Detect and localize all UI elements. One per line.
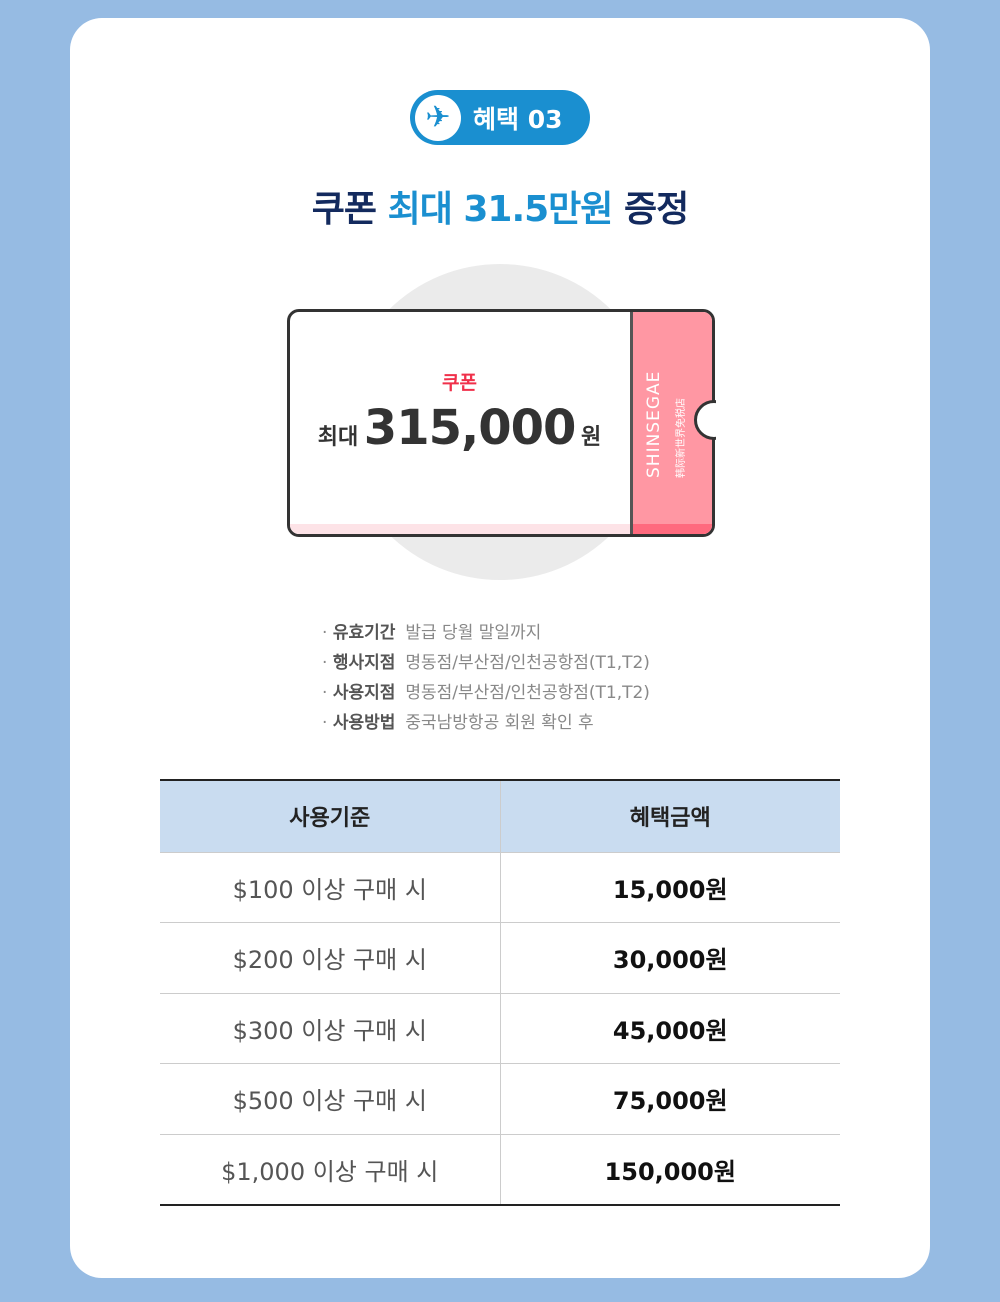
info-key: 유효기간	[332, 623, 396, 643]
stub-band	[633, 524, 712, 534]
row-criteria: $100 이상 구매 시	[160, 851, 501, 923]
info-value: 중국남방항공 회원 확인 후	[405, 713, 594, 733]
brand-logo: SHINSEGAE	[644, 370, 664, 478]
info-key: 행사지점	[332, 653, 396, 673]
info-key: 사용지점	[332, 683, 396, 703]
row-criteria: $200 이상 구매 시	[160, 922, 501, 993]
header-amount: 혜택금액	[500, 780, 840, 852]
info-value: 발급 당월 말일까지	[405, 623, 542, 643]
table-header: 사용기준 혜택금액	[160, 780, 840, 852]
coupon-amount: 최대 315,000 원	[287, 400, 632, 456]
page-title: 쿠폰 최대 31.5만원 증정	[0, 180, 1000, 232]
table-row: $100 이상 구매 시 15,000원	[160, 851, 840, 923]
title-highlight: 최대 31.5만원	[387, 189, 614, 230]
coupon-ticket	[287, 309, 715, 537]
badge-label: 혜택 03	[473, 104, 563, 134]
info-value: 명동점/부산점/인천공항점(T1,T2)	[405, 683, 650, 703]
header-criteria: 사용기준	[160, 780, 501, 852]
coupon-info-list: · 유효기간 발급 당월 말일까지 · 행사지점 명동점/부산점/인천공항점(T1,…	[322, 618, 650, 738]
row-criteria: $300 이상 구매 시	[160, 992, 501, 1064]
brand-subtitle: 韩际新世界免税店	[676, 398, 687, 478]
row-amount: 30,000원	[500, 922, 840, 993]
table-row: $300 이상 구매 시 45,000원	[160, 992, 840, 1064]
info-item: · 유효기간 발급 당월 말일까지	[322, 623, 542, 643]
table-row: $200 이상 구매 시 30,000원	[160, 922, 840, 993]
row-amount: 150,000원	[500, 1133, 840, 1205]
row-criteria: $500 이상 구매 시	[160, 1063, 501, 1134]
amount-prefix: 최대	[317, 425, 359, 450]
info-item: · 사용방법 중국남방항공 회원 확인 후	[322, 713, 594, 733]
benefit-table: 사용기준 혜택금액 $100 이상 구매 시 15,000원 $200 이상 구매 …	[160, 779, 840, 1206]
title-post: 증정	[623, 189, 689, 230]
info-key: 사용방법	[332, 713, 396, 733]
row-amount: 15,000원	[500, 851, 840, 923]
table-row: $500 이상 구매 시 75,000원	[160, 1063, 840, 1134]
benefit-badge: ✈ 혜택 03	[410, 90, 590, 145]
coupon-label: 쿠폰	[442, 372, 477, 394]
ticket-band	[290, 524, 712, 534]
row-criteria: $1,000 이상 구매 시	[160, 1133, 501, 1205]
row-amount: 45,000원	[500, 992, 840, 1064]
row-amount: 75,000원	[500, 1063, 840, 1134]
table-row: $1,000 이상 구매 시 150,000원	[160, 1133, 840, 1205]
notch-cover	[716, 395, 736, 445]
info-item: · 행사지점 명동점/부산점/인천공항점(T1,T2)	[322, 653, 650, 673]
amount-value: 315,000	[363, 400, 577, 456]
title-pre: 쿠폰	[311, 189, 377, 230]
airplane-icon: ✈	[415, 94, 461, 141]
amount-unit: 원	[581, 425, 602, 450]
info-value: 명동점/부산점/인천공항점(T1,T2)	[405, 653, 650, 673]
info-item: · 사용지점 명동점/부산점/인천공항점(T1,T2)	[322, 683, 650, 703]
